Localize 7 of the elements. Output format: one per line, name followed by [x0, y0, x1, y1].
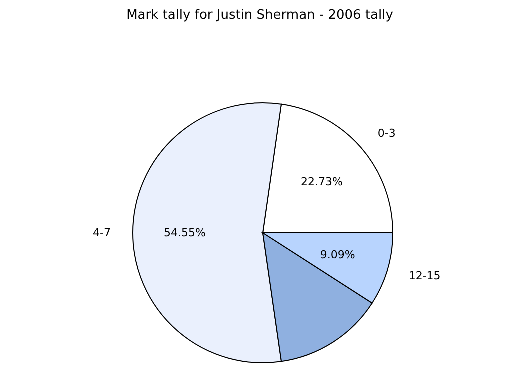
data-label: 22.73%	[300, 175, 343, 188]
data-label: 54.55%	[164, 226, 206, 240]
slice-label: 12-15	[408, 269, 441, 282]
chart-title: Mark tally for Justin Sherman - 2006 tally	[126, 8, 394, 25]
slice-label: 0-3	[378, 126, 396, 140]
slice-label: 4-7	[93, 226, 111, 240]
data-label: 9.09%	[320, 248, 356, 262]
